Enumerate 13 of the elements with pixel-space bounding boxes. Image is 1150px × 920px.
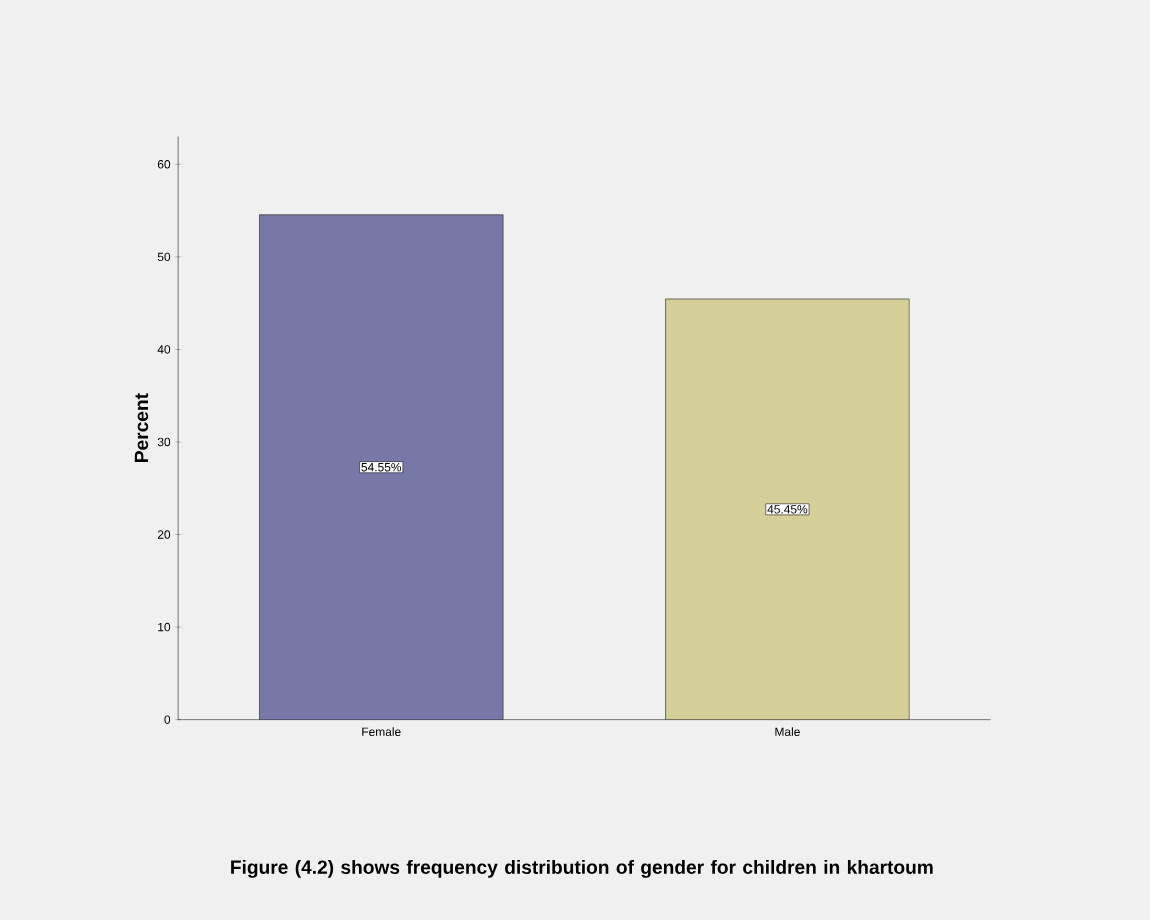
y-tick-label: 0 [164,715,171,724]
x-tick-label: Male [775,727,800,736]
data-label: 45.45% [767,505,808,514]
text: Figure (4.2) shows frequency distribution of gender for children in khartoum [231,859,933,878]
data-label: 54.55% [361,463,402,472]
y-axis-title: Percent [134,393,149,462]
y-tick-label: 60 [157,160,171,169]
y-tick-label: 30 [157,437,171,447]
y-tick-label: 40 [157,345,171,354]
y-tick-label: 50 [157,252,171,262]
y-tick-label: 20 [157,530,171,539]
x-tick-label: Female [362,727,401,736]
y-tick-label: 10 [158,622,171,632]
